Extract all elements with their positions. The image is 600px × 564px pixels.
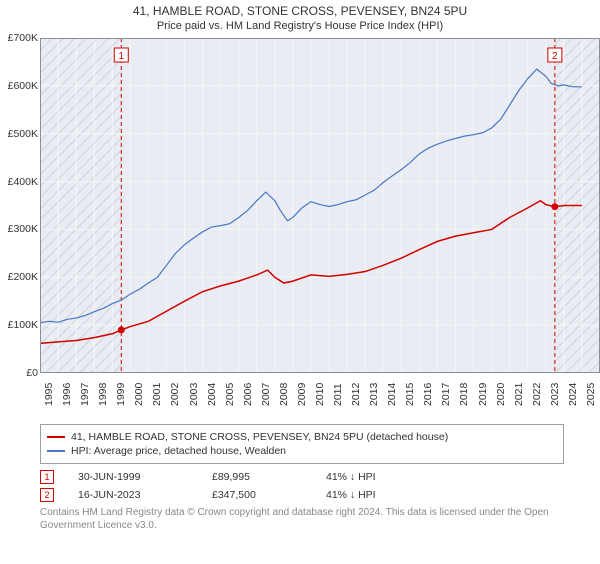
svg-text:1: 1 bbox=[119, 51, 125, 62]
attribution-text: Contains HM Land Registry data © Crown c… bbox=[40, 506, 550, 532]
datapoint-pct: 41% ↓ HPI bbox=[326, 489, 426, 501]
datapoint-row: 2 16-JUN-2023 £347,500 41% ↓ HPI bbox=[40, 488, 550, 502]
x-tick-label: 2013 bbox=[368, 383, 380, 406]
legend-label-series1: 41, HAMBLE ROAD, STONE CROSS, PEVENSEY, … bbox=[71, 431, 448, 443]
y-tick-label: £200K bbox=[8, 271, 38, 283]
x-tick-label: 2009 bbox=[296, 383, 308, 406]
datapoint-price: £347,500 bbox=[212, 489, 302, 501]
legend-swatch-series1 bbox=[47, 436, 65, 438]
x-tick-label: 2002 bbox=[169, 383, 181, 406]
datapoint-date: 30-JUN-1999 bbox=[78, 471, 188, 483]
legend-row: 41, HAMBLE ROAD, STONE CROSS, PEVENSEY, … bbox=[47, 431, 557, 443]
x-tick-label: 2004 bbox=[206, 383, 218, 406]
x-tick-label: 2023 bbox=[549, 383, 561, 406]
x-tick-label: 2010 bbox=[314, 383, 326, 406]
x-tick-label: 2007 bbox=[260, 383, 272, 406]
x-tick-label: 1995 bbox=[43, 383, 55, 406]
x-tick-label: 2003 bbox=[188, 383, 200, 406]
y-tick-label: £500K bbox=[8, 128, 38, 140]
x-tick-label: 2016 bbox=[422, 383, 434, 406]
chart-title: 41, HAMBLE ROAD, STONE CROSS, PEVENSEY, … bbox=[0, 4, 600, 18]
x-tick-label: 2020 bbox=[495, 383, 507, 406]
chart-svg: 12 bbox=[40, 38, 600, 418]
x-tick-label: 2000 bbox=[133, 383, 145, 406]
page-root: 41, HAMBLE ROAD, STONE CROSS, PEVENSEY, … bbox=[0, 4, 600, 564]
x-tick-label: 1998 bbox=[97, 383, 109, 406]
svg-text:2: 2 bbox=[552, 51, 558, 62]
x-tick-label: 2019 bbox=[477, 383, 489, 406]
x-tick-label: 2006 bbox=[242, 383, 254, 406]
x-tick-label: 2021 bbox=[513, 383, 525, 406]
y-tick-label: £700K bbox=[8, 32, 38, 44]
datapoint-date: 16-JUN-2023 bbox=[78, 489, 188, 501]
x-tick-label: 2018 bbox=[458, 383, 470, 406]
x-tick-label: 2012 bbox=[350, 383, 362, 406]
x-tick-label: 1999 bbox=[115, 383, 127, 406]
legend-swatch-series2 bbox=[47, 450, 65, 452]
y-tick-label: £600K bbox=[8, 80, 38, 92]
chart-area: 12 £0£100K£200K£300K£400K£500K£600K£700K… bbox=[40, 38, 600, 418]
x-tick-label: 2017 bbox=[440, 383, 452, 406]
legend-label-series2: HPI: Average price, detached house, Weal… bbox=[71, 445, 286, 457]
datapoint-price: £89,995 bbox=[212, 471, 302, 483]
y-tick-label: £0 bbox=[26, 367, 38, 379]
x-tick-label: 2005 bbox=[224, 383, 236, 406]
datapoints-table: 1 30-JUN-1999 £89,995 41% ↓ HPI 2 16-JUN… bbox=[40, 470, 550, 502]
y-tick-label: £300K bbox=[8, 223, 38, 235]
x-tick-label: 2014 bbox=[386, 383, 398, 406]
x-tick-label: 1996 bbox=[61, 383, 73, 406]
x-tick-label: 2025 bbox=[585, 383, 597, 406]
datapoint-pct: 41% ↓ HPI bbox=[326, 471, 426, 483]
x-tick-label: 2011 bbox=[332, 383, 344, 406]
chart-subtitle: Price paid vs. HM Land Registry's House … bbox=[0, 20, 600, 32]
datapoint-marker-2: 2 bbox=[40, 488, 54, 502]
legend: 41, HAMBLE ROAD, STONE CROSS, PEVENSEY, … bbox=[40, 424, 564, 464]
y-tick-label: £400K bbox=[8, 176, 38, 188]
x-tick-label: 2022 bbox=[531, 383, 543, 406]
datapoint-marker-1: 1 bbox=[40, 470, 54, 484]
legend-row: HPI: Average price, detached house, Weal… bbox=[47, 445, 557, 457]
y-tick-label: £100K bbox=[8, 319, 38, 331]
x-tick-label: 2015 bbox=[404, 383, 416, 406]
datapoint-row: 1 30-JUN-1999 £89,995 41% ↓ HPI bbox=[40, 470, 550, 484]
x-tick-label: 2024 bbox=[567, 383, 579, 406]
x-tick-label: 2001 bbox=[151, 383, 163, 406]
x-tick-label: 2008 bbox=[278, 383, 290, 406]
x-tick-label: 1997 bbox=[79, 383, 91, 406]
